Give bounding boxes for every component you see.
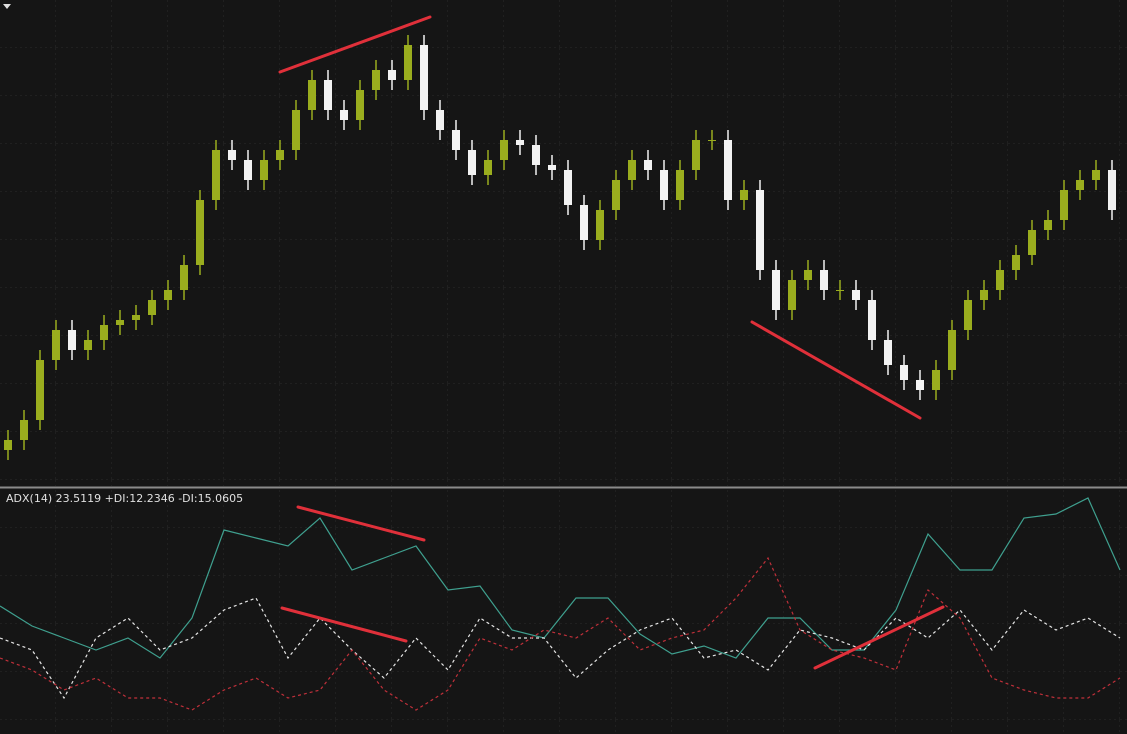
candle-body: [532, 145, 540, 165]
trendline: [278, 15, 432, 74]
candle-body: [788, 280, 796, 310]
candle-body: [852, 290, 860, 300]
candle-body: [1092, 170, 1100, 180]
candle-body: [84, 340, 92, 350]
indicator-line: [0, 597, 1121, 700]
candle-body: [868, 300, 876, 340]
menu-arrow[interactable]: [3, 4, 11, 9]
candle-body: [516, 140, 524, 145]
candle-body: [1108, 170, 1116, 210]
candle-body: [804, 270, 812, 280]
candle-body: [612, 180, 620, 210]
candle-body: [20, 420, 28, 440]
candle-body: [564, 170, 572, 205]
candle-body: [1028, 230, 1036, 255]
candle-body: [356, 90, 364, 120]
candle-body: [52, 330, 60, 360]
candle-body: [916, 380, 924, 390]
trendline: [296, 505, 426, 542]
candle-body: [996, 270, 1004, 290]
candle-body: [388, 70, 396, 80]
candle-body: [820, 270, 828, 290]
candle-body: [164, 290, 172, 300]
candle-body: [404, 45, 412, 80]
candle-body: [436, 110, 444, 130]
candle-body: [244, 160, 252, 180]
candle-body: [372, 70, 380, 90]
candle-body: [596, 210, 604, 240]
candle-body: [484, 160, 492, 175]
candle-body: [548, 165, 556, 170]
candle-body: [1060, 190, 1068, 220]
candle-body: [228, 150, 236, 160]
indicator-title: ADX(14) 23.5119 +DI:12.2346 -DI:15.0605: [6, 492, 243, 505]
candle-body: [1044, 220, 1052, 230]
candle-body: [884, 340, 892, 365]
candle-body: [724, 140, 732, 200]
candle-body: [980, 290, 988, 300]
candle-body: [660, 170, 668, 200]
candle-body: [4, 440, 12, 450]
candle-body: [148, 300, 156, 315]
candle-body: [100, 325, 108, 340]
candle-body: [292, 110, 300, 150]
indicator-line: [0, 497, 1121, 659]
price-grid: [0, 0, 1127, 486]
indicator-grid: [0, 489, 1127, 734]
candle-body: [740, 190, 748, 200]
trendline: [813, 605, 945, 670]
candle-body: [580, 205, 588, 240]
candle-body: [756, 190, 764, 270]
candle-body: [132, 315, 140, 320]
candle-body: [452, 130, 460, 150]
price-series: [4, 35, 1116, 460]
candle-body: [644, 160, 652, 170]
candle-body: [260, 160, 268, 180]
candle-body: [692, 140, 700, 170]
candle-body: [340, 110, 348, 120]
candle-body: [308, 80, 316, 110]
candle-body: [420, 45, 428, 110]
candle-body: [1012, 255, 1020, 270]
candle-body: [468, 150, 476, 175]
trendline: [750, 320, 922, 420]
candle-body: [212, 150, 220, 200]
candle-body: [676, 170, 684, 200]
candle-body: [68, 330, 76, 350]
candle-body: [708, 140, 716, 141]
indicator-series: [0, 497, 1121, 711]
candle-body: [948, 330, 956, 370]
candle-body: [1076, 180, 1084, 190]
candle-body: [180, 265, 188, 290]
candle-body: [36, 360, 44, 420]
candle-body: [932, 370, 940, 390]
candle-body: [276, 150, 284, 160]
candle-body: [116, 320, 124, 325]
candle-body: [500, 140, 508, 160]
candle-body: [324, 80, 332, 110]
candle-body: [628, 160, 636, 180]
candle-body: [772, 270, 780, 310]
candle-body: [964, 300, 972, 330]
indicator-line: [0, 556, 1121, 711]
candle-body: [836, 290, 844, 291]
candle-body: [900, 365, 908, 380]
trendline: [280, 606, 408, 643]
candle-body: [196, 200, 204, 265]
